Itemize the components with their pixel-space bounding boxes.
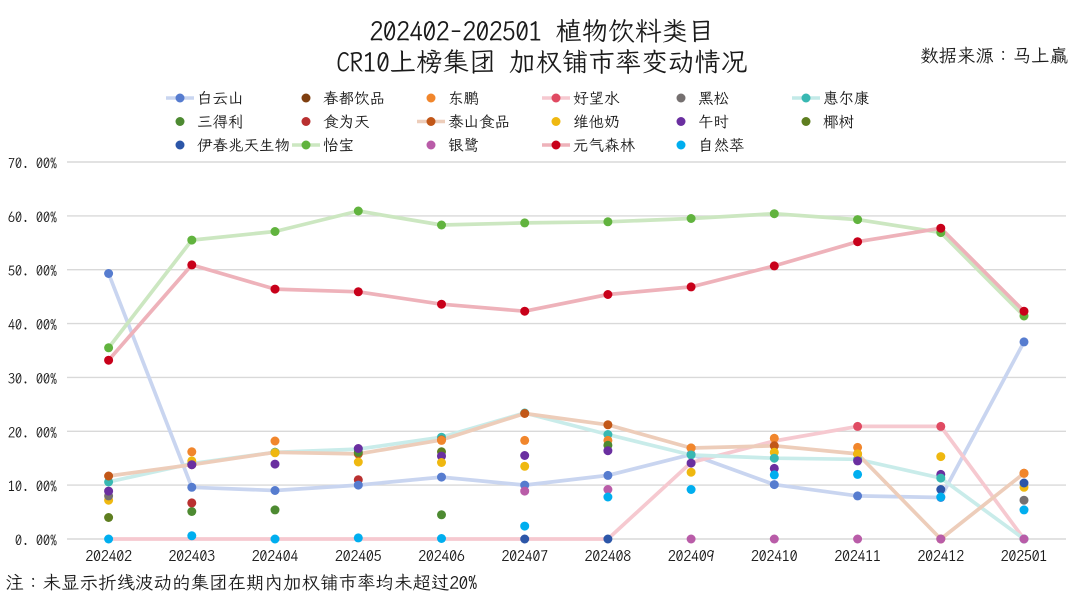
svg-text:惠尔康: 惠尔康 — [823, 90, 870, 108]
svg-text:202409: 202409 — [668, 547, 715, 565]
svg-text:20. 00%: 20. 00% — [8, 425, 57, 441]
svg-text:自然萃: 自然萃 — [698, 137, 745, 155]
svg-text:午时: 午时 — [698, 113, 730, 131]
svg-text:202404: 202404 — [252, 547, 299, 565]
svg-text:202408: 202408 — [585, 547, 632, 565]
svg-text:三得利: 三得利 — [197, 113, 244, 131]
svg-text:202402: 202402 — [85, 547, 132, 565]
svg-text:维他奶: 维他奶 — [573, 113, 620, 131]
svg-text:怡宝: 怡宝 — [323, 137, 354, 155]
svg-text:春都饮品: 春都饮品 — [323, 90, 385, 108]
svg-text:泰山食品: 泰山食品 — [448, 113, 510, 131]
svg-text:40. 00%: 40. 00% — [8, 318, 57, 334]
svg-text:60. 00%: 60. 00% — [8, 210, 57, 226]
svg-text:椰树: 椰树 — [823, 113, 854, 131]
svg-text:CR10上榜集团 加权铺市率变动情况: CR10上榜集团 加权铺市率变动情况 — [337, 47, 748, 78]
svg-text:50. 00%: 50. 00% — [8, 264, 57, 280]
svg-text:数据来源：马上赢: 数据来源：马上赢 — [920, 46, 1068, 67]
svg-text:202402-202501 植物饮料类目: 202402-202501 植物饮料类目 — [370, 16, 715, 47]
svg-text:0. 00%: 0. 00% — [15, 533, 57, 549]
svg-text:好望水: 好望水 — [573, 90, 620, 108]
svg-text:30. 00%: 30. 00% — [8, 371, 57, 387]
svg-text:白云山: 白云山 — [197, 90, 244, 108]
svg-text:202501: 202501 — [1001, 547, 1048, 565]
svg-text:食为天: 食为天 — [323, 113, 370, 131]
svg-text:银鹭: 银鹭 — [448, 137, 479, 155]
svg-text:70. 00%: 70. 00% — [8, 156, 57, 172]
svg-text:202410: 202410 — [751, 547, 798, 565]
svg-text:202406: 202406 — [418, 547, 465, 565]
svg-text:202403: 202403 — [169, 547, 216, 565]
svg-text:202405: 202405 — [335, 547, 382, 565]
svg-text:元气森林: 元气森林 — [573, 137, 636, 155]
svg-text:202407: 202407 — [501, 547, 548, 565]
svg-text:黑松: 黑松 — [698, 90, 729, 108]
svg-text:10. 00%: 10. 00% — [8, 479, 57, 495]
svg-text:东鹏: 东鹏 — [448, 90, 479, 108]
svg-text:202411: 202411 — [834, 547, 881, 565]
svg-text:伊春兆天生物: 伊春兆天生物 — [197, 137, 290, 155]
svg-text:注：未显示折线波动的集团在期内加权铺市率均未超过20%: 注：未显示折线波动的集团在期内加权铺市率均未超过20% — [6, 573, 478, 594]
svg-text:202412: 202412 — [918, 547, 965, 565]
